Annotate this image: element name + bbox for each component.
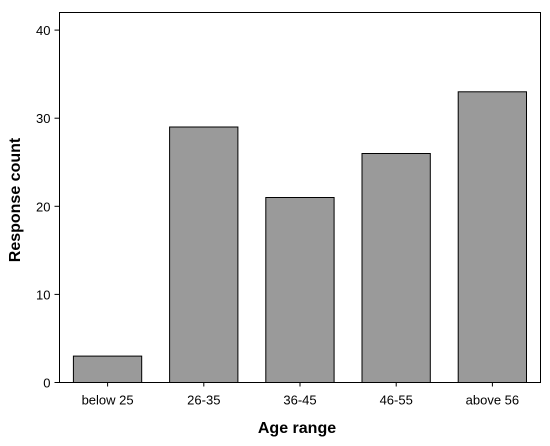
- bars-layer: [72, 91, 528, 384]
- y-tick-label: 20: [36, 199, 50, 214]
- x-tick-label: below 25: [82, 393, 134, 408]
- x-tick-label: 46-55: [380, 393, 413, 408]
- x-tick-label: 36-45: [283, 393, 316, 408]
- x-tick-label: above 56: [466, 393, 520, 408]
- bar: [265, 197, 335, 383]
- bar: [457, 91, 528, 384]
- y-axis-title: Response count: [7, 137, 24, 262]
- x-tick-label: 26-35: [187, 393, 220, 408]
- y-tick-label: 40: [36, 23, 50, 38]
- x-axis: below 25 26-35 36-45 46-55 above 56: [82, 382, 520, 408]
- x-axis-title: Age range: [258, 420, 336, 437]
- y-tick-label: 30: [36, 111, 50, 126]
- bar: [72, 355, 143, 384]
- y-axis: 0 10 20 30 40: [36, 23, 60, 391]
- bar: [169, 126, 239, 383]
- y-tick-label: 0: [43, 376, 50, 391]
- bar: [361, 153, 431, 383]
- y-tick-label: 10: [36, 287, 50, 302]
